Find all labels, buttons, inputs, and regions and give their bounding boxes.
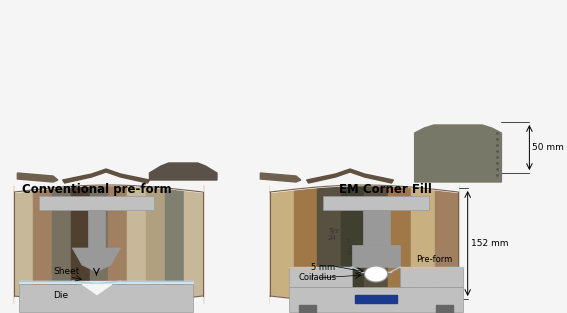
Text: Conventional pre-form: Conventional pre-form xyxy=(22,183,171,196)
Bar xyxy=(19,284,193,312)
Bar xyxy=(39,196,154,210)
Bar xyxy=(15,185,202,303)
Text: 5 mm
radius: 5 mm radius xyxy=(310,263,336,282)
Bar xyxy=(364,185,387,303)
Bar xyxy=(299,305,316,313)
Bar xyxy=(387,185,411,303)
Bar xyxy=(52,185,71,303)
Polygon shape xyxy=(307,169,393,183)
Bar xyxy=(270,185,458,303)
Text: 50 mm: 50 mm xyxy=(532,143,564,152)
Polygon shape xyxy=(414,125,501,182)
Text: Pre-form: Pre-form xyxy=(416,255,452,264)
Bar xyxy=(15,185,33,303)
Bar xyxy=(289,287,463,312)
Text: EM Corner Fill: EM Corner Fill xyxy=(339,183,432,196)
Bar xyxy=(108,185,127,303)
Bar xyxy=(90,185,108,303)
Bar xyxy=(127,185,146,303)
Text: Sheet: Sheet xyxy=(53,267,79,276)
Text: Tyz
24: Tyz 24 xyxy=(328,228,338,241)
Polygon shape xyxy=(150,163,217,180)
Polygon shape xyxy=(18,173,58,182)
Bar xyxy=(352,245,400,267)
Bar xyxy=(436,305,453,313)
Polygon shape xyxy=(73,248,121,272)
Polygon shape xyxy=(260,173,301,182)
Bar xyxy=(71,185,90,303)
Bar xyxy=(362,210,390,245)
Bar xyxy=(33,185,52,303)
Bar xyxy=(323,196,429,210)
Bar xyxy=(400,267,463,287)
Bar xyxy=(341,185,364,303)
Bar xyxy=(289,267,352,287)
Bar xyxy=(355,295,397,303)
Ellipse shape xyxy=(365,266,388,282)
Polygon shape xyxy=(63,169,150,183)
Bar xyxy=(270,185,294,303)
Bar xyxy=(146,185,165,303)
Text: 152 mm: 152 mm xyxy=(471,239,508,248)
Bar xyxy=(88,210,105,248)
Bar xyxy=(184,185,202,303)
Bar xyxy=(294,185,317,303)
Bar xyxy=(317,185,341,303)
Text: 2
1
0: 2 1 0 xyxy=(347,239,350,256)
Bar xyxy=(411,185,434,303)
Bar xyxy=(165,185,184,303)
Text: Die: Die xyxy=(53,291,68,300)
Bar xyxy=(434,185,458,303)
Text: Coil: Coil xyxy=(299,274,315,283)
